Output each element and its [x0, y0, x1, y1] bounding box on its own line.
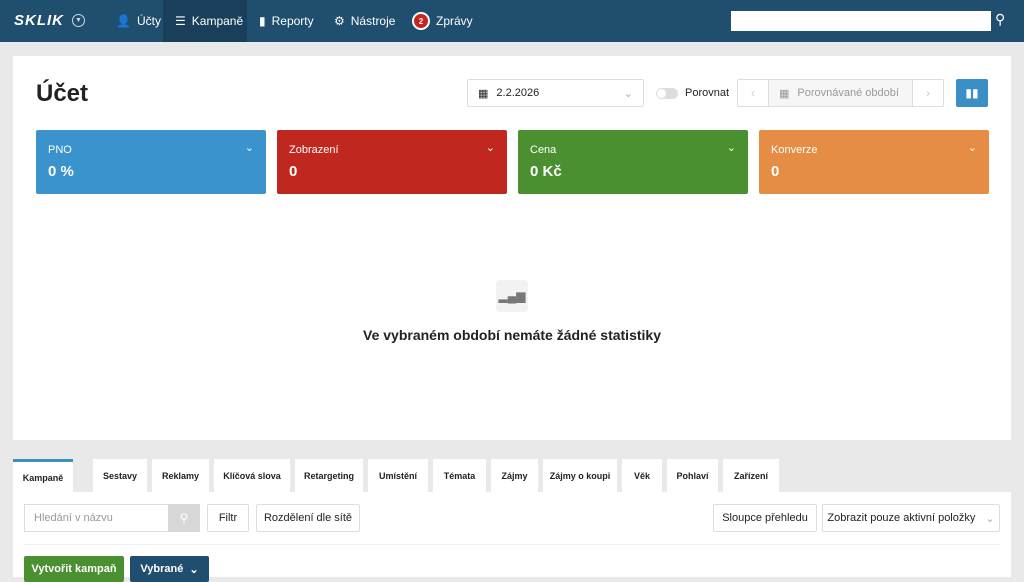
chevron-right-icon[interactable]: › — [926, 86, 930, 100]
compare-label: Porovnat — [685, 87, 730, 99]
kpi-conversions[interactable]: Konverze 0 ⌄ — [759, 130, 989, 194]
kpi-cost[interactable]: Cena 0 Kč ⌄ — [518, 130, 748, 194]
chevron-left-icon[interactable]: ‹ — [751, 86, 755, 100]
sklik-logo[interactable]: SKLIK — [14, 12, 64, 29]
kpi-value: 0 Kč — [530, 163, 562, 180]
tab-placements[interactable]: Umístění — [368, 459, 428, 492]
date-value: 2.2.2026 — [496, 87, 540, 99]
tab-age[interactable]: Věk — [622, 459, 662, 492]
gear-icon: ⚙ — [334, 14, 345, 28]
columns-button[interactable]: Sloupce přehledu — [713, 504, 817, 532]
nav-reports[interactable]: ▮ Reporty — [247, 0, 326, 42]
nav-label: Účty — [136, 14, 161, 28]
nav-tools[interactable]: ⚙ Nástroje — [322, 0, 407, 42]
compare-placeholder: Porovnávané období — [797, 87, 899, 99]
nav-label: Nástroje — [350, 14, 396, 28]
create-campaign-button[interactable]: Vytvořit kampaň — [24, 556, 124, 582]
tab-devices[interactable]: Zařízení — [723, 459, 779, 492]
nav-campaigns[interactable]: ☰ Kampaně — [163, 0, 247, 42]
bar-chart-icon: ▮ — [259, 14, 266, 28]
nav-label: Reporty — [271, 14, 314, 28]
kpi-label: Cena — [530, 144, 557, 156]
nav-label: Zprávy — [436, 14, 473, 28]
name-search-input[interactable]: Hledání v názvu — [24, 504, 168, 532]
kpi-pno[interactable]: PNO 0 % ⌄ — [36, 130, 266, 194]
tab-retargeting[interactable]: Retargeting — [295, 459, 363, 492]
chevron-down-icon: ⌄ — [189, 563, 199, 576]
calendar-icon: ▦ — [478, 87, 489, 100]
select-value: Zobrazit pouze aktivní položky — [827, 512, 976, 524]
nav-messages[interactable]: 2 Zprávy — [400, 0, 485, 42]
date-picker[interactable]: ▦ 2.2.2026 ⌄ — [467, 79, 644, 107]
tab-keywords[interactable]: Klíčová slova — [214, 459, 290, 492]
kpi-label: PNO — [48, 144, 72, 156]
top-navbar: SKLIK ▼ 👤 Účty ☰ Kampaně ▮ Reporty ⚙ Nástroj… — [0, 0, 1024, 42]
kpi-value: 0 — [771, 163, 780, 180]
tab-gender[interactable]: Pohlaví — [667, 459, 718, 492]
overview-card — [13, 56, 1011, 440]
active-only-select[interactable]: Zobrazit pouze aktivní položky ⌄ — [822, 504, 1000, 532]
chart-toggle-button[interactable]: ▮▮ — [956, 79, 988, 107]
users-icon: 👤 — [116, 14, 131, 28]
calendar-icon: ▦ — [779, 87, 790, 100]
kpi-value: 0 % — [48, 163, 74, 180]
bar-chart-icon: ▂▄▆ — [496, 280, 528, 312]
chevron-down-icon[interactable]: ⌄ — [726, 142, 736, 154]
kpi-label: Konverze — [771, 144, 818, 156]
search-icon[interactable]: ⚲ — [995, 11, 1006, 27]
split-by-network-button[interactable]: Rozdělení dle sítě — [256, 504, 360, 532]
chevron-down-icon[interactable]: ⌄ — [485, 142, 495, 154]
tab-topics[interactable]: Témata — [433, 459, 486, 492]
message-count-badge: 2 — [412, 12, 430, 30]
global-search-input[interactable] — [731, 11, 991, 31]
chevron-down-icon: ⌄ — [985, 512, 995, 525]
chevron-down-icon[interactable]: ▼ — [72, 14, 85, 27]
menu-icon: ☰ — [175, 14, 186, 28]
nav-accounts[interactable]: 👤 Účty — [104, 0, 173, 42]
chevron-down-icon[interactable]: ⌄ — [967, 142, 977, 154]
empty-state-message: Ve vybraném období nemáte žádné statisti… — [363, 327, 661, 343]
search-icon[interactable]: ⚲ — [168, 504, 200, 532]
tab-campaigns[interactable]: Kampaně — [13, 459, 73, 493]
tab-ads[interactable]: Reklamy — [152, 459, 209, 492]
page-title: Účet — [36, 80, 89, 107]
chevron-down-icon[interactable]: ⌄ — [244, 142, 254, 154]
nav-label: Kampaně — [191, 14, 244, 28]
filter-button[interactable]: Filtr — [207, 504, 249, 532]
kpi-label: Zobrazení — [289, 144, 339, 156]
compare-period-field[interactable]: ▦ Porovnávané období — [768, 80, 913, 106]
tab-interests[interactable]: Zájmy — [491, 459, 538, 492]
tab-purchase-interests[interactable]: Zájmy o koupi — [543, 459, 617, 492]
tab-groups[interactable]: Sestavy — [93, 459, 147, 492]
compare-toggle[interactable] — [656, 88, 678, 99]
kpi-impressions[interactable]: Zobrazení 0 ⌄ — [277, 130, 507, 194]
bar-chart-icon: ▮▮ — [965, 86, 979, 100]
button-label: Vybrané — [140, 563, 184, 575]
kpi-value: 0 — [289, 163, 298, 180]
chevron-down-icon: ⌄ — [623, 87, 633, 100]
compare-period-picker: ‹ ▦ Porovnávané období › — [737, 79, 944, 107]
divider — [24, 544, 1000, 545]
selected-dropdown-button[interactable]: Vybrané ⌄ — [130, 556, 209, 582]
